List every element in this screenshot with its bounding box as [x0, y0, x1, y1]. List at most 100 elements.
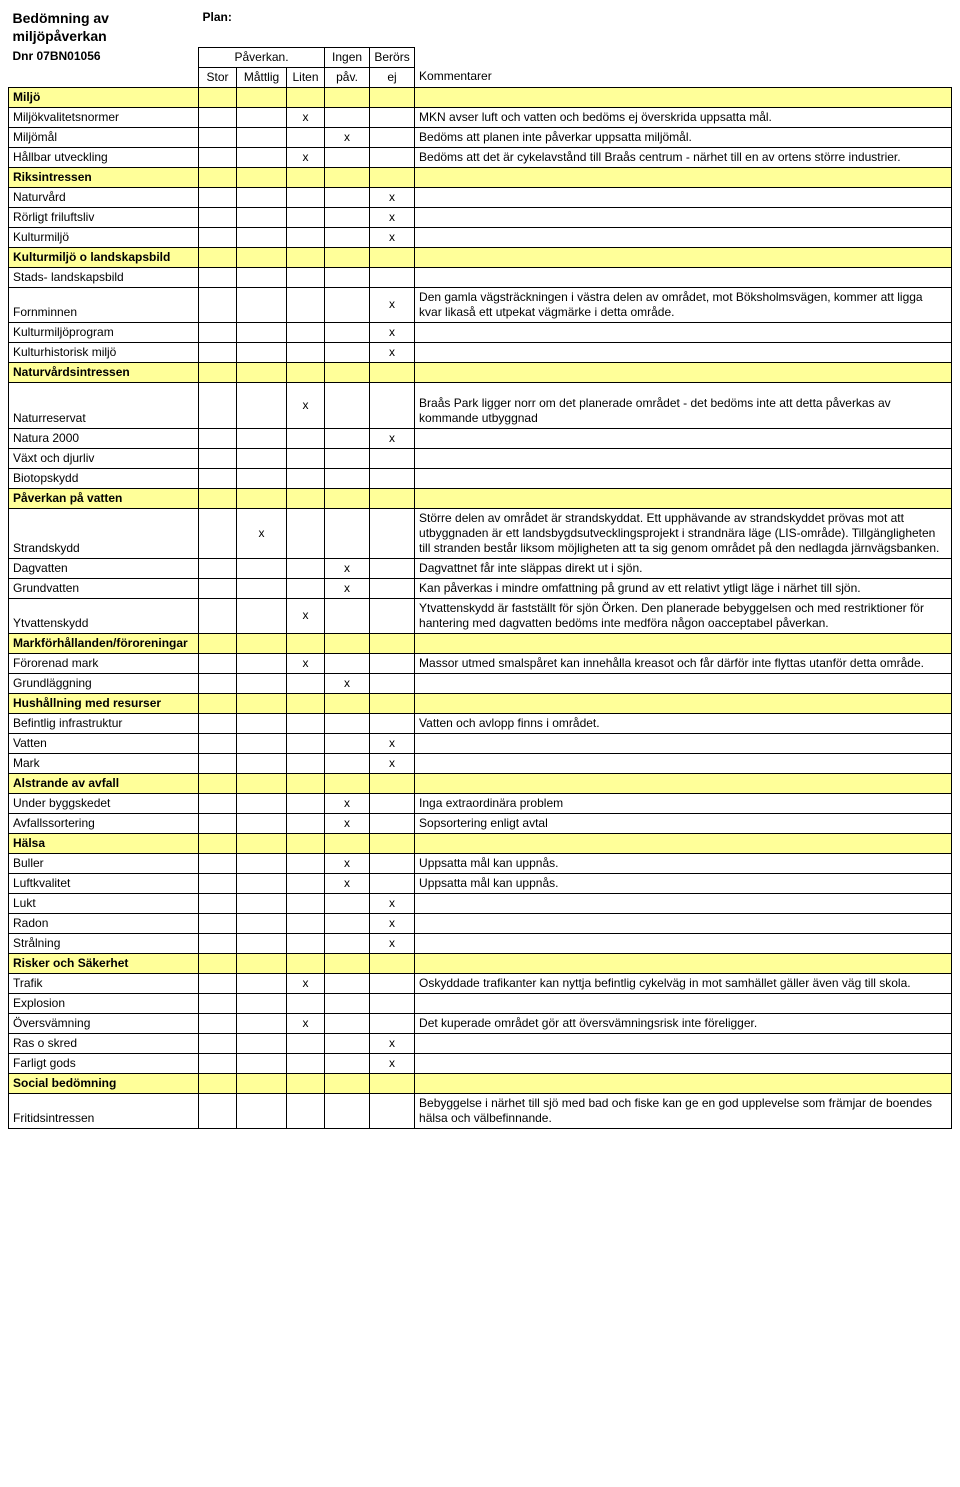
mark-cell [237, 993, 287, 1013]
row-label: Radon [9, 913, 199, 933]
mark-cell: x [325, 558, 370, 578]
mark-cell: x [325, 873, 370, 893]
mark-cell: x [325, 127, 370, 147]
row-label: Kulturmiljöprogram [9, 322, 199, 342]
mark-cell [370, 973, 415, 993]
mark-cell: x [287, 382, 325, 428]
mark-cell: x [370, 753, 415, 773]
mark-cell: x [287, 653, 325, 673]
comment-cell: Dagvattnet får inte släppas direkt ut i … [415, 558, 952, 578]
mark-cell [325, 1033, 370, 1053]
mark-cell [237, 558, 287, 578]
mark-cell [370, 448, 415, 468]
mark-cell [287, 1093, 325, 1128]
mark-cell [237, 578, 287, 598]
comment-cell [415, 428, 952, 448]
mark-cell [199, 227, 237, 247]
mark-cell [237, 653, 287, 673]
comment-cell: Ytvattenskydd är fastställt för sjön Örk… [415, 598, 952, 633]
mark-cell [325, 753, 370, 773]
plan-label: Plan: [199, 8, 325, 47]
mark-cell [237, 1093, 287, 1128]
section-header: Riksintressen [9, 167, 199, 187]
row-label: Avfallssortering [9, 813, 199, 833]
mark-cell [287, 713, 325, 733]
row-label: Ytvattenskydd [9, 598, 199, 633]
comment-cell [415, 468, 952, 488]
row-label: Grundvatten [9, 578, 199, 598]
row-label: Strandskydd [9, 508, 199, 558]
mark-cell [370, 558, 415, 578]
col-ej: ej [370, 67, 415, 87]
row-label: Vatten [9, 733, 199, 753]
mark-cell [237, 753, 287, 773]
row-label: Explosion [9, 993, 199, 1013]
mark-cell [287, 207, 325, 227]
comment-cell [415, 1053, 952, 1073]
mark-cell [237, 147, 287, 167]
row-label: Strålning [9, 933, 199, 953]
mark-cell [199, 853, 237, 873]
comment-cell: MKN avser luft och vatten och bedöms ej … [415, 107, 952, 127]
mark-cell [325, 468, 370, 488]
mark-cell [199, 428, 237, 448]
mark-cell [287, 853, 325, 873]
row-label: Fritidsintressen [9, 1093, 199, 1128]
mark-cell [325, 227, 370, 247]
mark-cell: x [370, 287, 415, 322]
mark-cell [237, 893, 287, 913]
mark-cell [199, 127, 237, 147]
row-label: Fornminnen [9, 287, 199, 322]
mark-cell [199, 468, 237, 488]
dnr: Dnr 07BN01056 [9, 47, 199, 67]
comment-cell [415, 913, 952, 933]
mark-cell [370, 598, 415, 633]
mark-cell [325, 933, 370, 953]
comment-cell [415, 342, 952, 362]
section-header: Alstrande av avfall [9, 773, 199, 793]
row-label: Befintlig infrastruktur [9, 713, 199, 733]
row-label: Buller [9, 853, 199, 873]
mark-cell [199, 733, 237, 753]
mark-cell [237, 428, 287, 448]
mark-cell [370, 382, 415, 428]
mark-cell [325, 733, 370, 753]
comment-cell [415, 1033, 952, 1053]
mark-cell [237, 733, 287, 753]
row-label: Förorenad mark [9, 653, 199, 673]
mark-cell [325, 207, 370, 227]
mark-cell [237, 1013, 287, 1033]
row-label: Natura 2000 [9, 428, 199, 448]
comment-cell: Bebyggelse i närhet till sjö med bad och… [415, 1093, 952, 1128]
mark-cell: x [370, 187, 415, 207]
mark-cell [237, 813, 287, 833]
mark-cell: x [325, 813, 370, 833]
mark-cell [199, 793, 237, 813]
section-header: Påverkan på vatten [9, 488, 199, 508]
mark-cell [237, 933, 287, 953]
comment-cell [415, 993, 952, 1013]
mark-cell [199, 973, 237, 993]
ingen-header: Ingen [325, 47, 370, 67]
row-label: Miljökvalitetsnormer [9, 107, 199, 127]
mark-cell [370, 578, 415, 598]
berors-header: Berörs [370, 47, 415, 67]
row-label: Dagvatten [9, 558, 199, 578]
mark-cell [199, 1053, 237, 1073]
mark-cell [199, 267, 237, 287]
mark-cell [237, 468, 287, 488]
mark-cell [370, 873, 415, 893]
col-pav: påv. [325, 67, 370, 87]
mark-cell [325, 598, 370, 633]
mark-cell [370, 993, 415, 1013]
mark-cell: x [325, 853, 370, 873]
mark-cell: x [370, 1033, 415, 1053]
mark-cell [287, 673, 325, 693]
mark-cell [325, 1053, 370, 1073]
mark-cell: x [325, 673, 370, 693]
mark-cell [287, 187, 325, 207]
mark-cell [287, 558, 325, 578]
mark-cell [287, 322, 325, 342]
comment-cell [415, 207, 952, 227]
mark-cell [237, 793, 287, 813]
